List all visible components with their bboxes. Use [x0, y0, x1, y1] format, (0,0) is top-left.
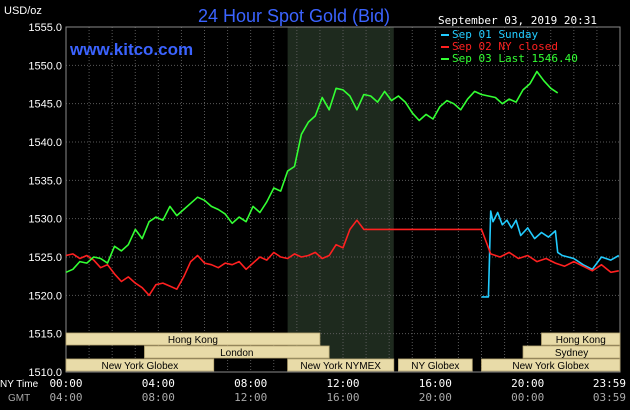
session-label: Sydney — [555, 348, 588, 359]
y-tick-label: 1555.0 — [28, 22, 62, 34]
text-layer: USD/oz 24 Hour Spot Gold (Bid) www.kitco… — [0, 5, 626, 404]
session-label: New York NYMEX — [300, 361, 381, 372]
legend-swatch — [441, 58, 449, 60]
x-tick-label-gmt: 12:00 — [234, 391, 267, 404]
session-label: NY Globex — [411, 361, 459, 372]
legend-entry: Sep 03 Last 1546.40 — [452, 52, 578, 65]
x-tick-label-gmt: 20:00 — [419, 391, 452, 404]
plot-frame — [65, 26, 621, 373]
y-tick-label: 1515.0 — [28, 329, 62, 341]
legend-swatch — [441, 34, 449, 36]
legend-entry: Sep 01 Sunday — [452, 28, 538, 41]
x-tick-label-gmt: 03:59 — [593, 391, 626, 404]
datestamp: September 03, 2019 20:31 — [438, 14, 597, 27]
nymex-session-shade — [287, 27, 394, 372]
session-box — [65, 332, 321, 346]
session-box — [522, 345, 621, 359]
y-axis-unit-label: USD/oz — [4, 5, 42, 17]
x-tick-label-ny: 08:00 — [234, 377, 267, 390]
x-tick-label-ny: 12:00 — [326, 377, 359, 390]
series-line — [65, 70, 559, 274]
series-line — [65, 219, 619, 297]
session-box — [65, 358, 215, 372]
y-tick-label: 1540.0 — [28, 137, 62, 149]
x-tick-label-gmt: 08:00 — [142, 391, 175, 404]
nymex-shade-layer — [287, 27, 394, 372]
y-tick-label: 1550.0 — [28, 60, 62, 72]
session-box — [287, 358, 395, 372]
session-label: Hong Kong — [556, 335, 606, 346]
session-label: New York Globex — [102, 361, 179, 372]
session-label: London — [220, 348, 253, 359]
session-label: New York Globex — [512, 361, 589, 372]
gmt-label: GMT — [8, 393, 30, 404]
y-tick-label: 1525.0 — [28, 252, 62, 264]
y-tick-label: 1510.0 — [28, 367, 62, 379]
x-tick-label-ny: 16:00 — [419, 377, 452, 390]
x-tick-label-gmt: 04:00 — [49, 391, 82, 404]
y-tick-label: 1535.0 — [28, 175, 62, 187]
session-box — [541, 332, 621, 346]
y-tick-label: 1530.0 — [28, 214, 62, 226]
legend-swatch — [441, 46, 449, 48]
x-tick-label-ny: 23:59 — [593, 377, 626, 390]
session-box — [481, 358, 621, 372]
chart-title: 24 Hour Spot Gold (Bid) — [198, 6, 390, 26]
ny-time-label: NY Time — [0, 379, 39, 390]
x-tick-label-gmt: 00:00 — [511, 391, 544, 404]
series-line — [481, 210, 620, 298]
source-label: www.kitco.com — [69, 40, 193, 59]
series-layer — [65, 70, 620, 298]
y-tick-label: 1520.0 — [28, 290, 62, 302]
session-box — [397, 358, 473, 372]
session-label: Hong Kong — [168, 335, 218, 346]
legend-entry: Sep 02 NY closed — [452, 40, 558, 53]
x-tick-label-ny: 04:00 — [142, 377, 175, 390]
y-tick-label: 1545.0 — [28, 99, 62, 111]
x-tick-label-gmt: 16:00 — [326, 391, 359, 404]
grid-layer — [65, 26, 621, 373]
x-tick-label-ny: 20:00 — [511, 377, 544, 390]
session-box — [144, 345, 330, 359]
x-tick-label-ny: 00:00 — [49, 377, 82, 390]
